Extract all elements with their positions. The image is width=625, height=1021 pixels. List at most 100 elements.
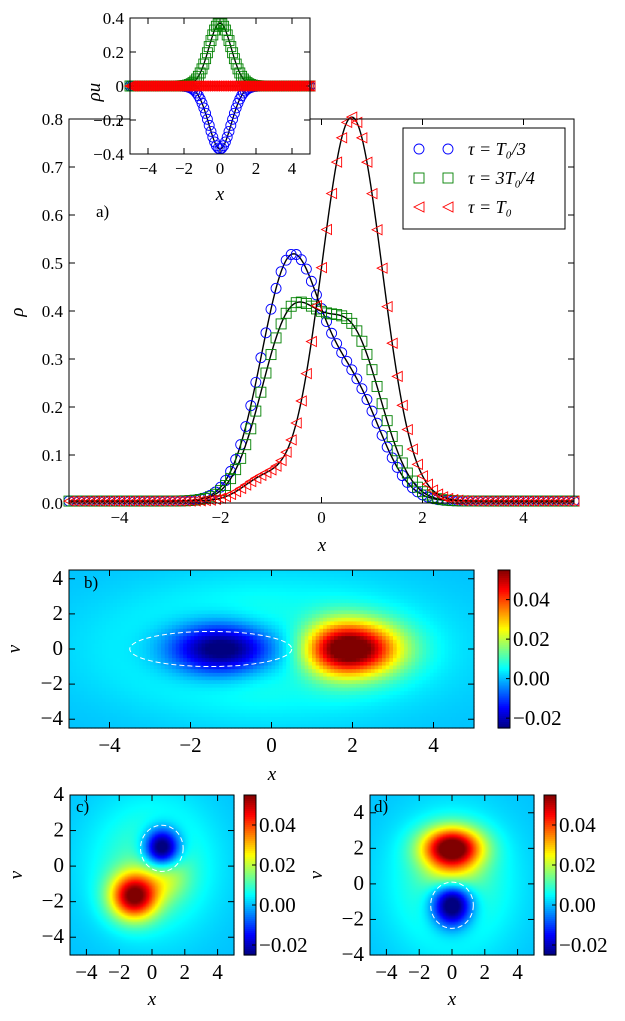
heat-cell	[124, 588, 129, 593]
heat-cell	[367, 610, 372, 615]
heat-cell	[352, 628, 357, 634]
heat-cell	[197, 628, 203, 634]
heat-cell	[462, 672, 468, 678]
heat-cell	[76, 599, 81, 604]
heat-cell	[150, 643, 155, 648]
heat-cell	[312, 683, 317, 689]
heat-cell	[102, 669, 107, 674]
data-point	[290, 417, 302, 429]
heat-cell	[168, 676, 173, 681]
heat-cell	[186, 705, 192, 711]
heat-cell	[444, 636, 449, 641]
heat-cell	[378, 603, 383, 608]
heat-cell	[234, 691, 239, 696]
heat-cell	[440, 625, 446, 630]
heat-cell	[352, 705, 357, 711]
heat-cell	[341, 709, 346, 714]
heat-cell	[359, 595, 365, 600]
heat-cell	[142, 581, 147, 586]
heat-cell	[116, 676, 122, 681]
heat-cell	[135, 639, 140, 645]
heat-cell	[466, 687, 471, 692]
heat-cell	[381, 577, 387, 582]
heat-cell	[278, 661, 284, 667]
heat-cell	[164, 643, 170, 648]
heat-cell	[109, 577, 114, 582]
data-point	[345, 111, 358, 123]
heat-cell	[400, 687, 405, 692]
heat-cell	[231, 610, 236, 615]
heat-cell	[186, 650, 192, 656]
heat-cell	[459, 702, 464, 707]
heat-cell	[113, 702, 118, 707]
heat-cell	[345, 661, 350, 667]
heat-cell	[304, 658, 309, 663]
heat-cell	[404, 654, 409, 659]
heat-cell	[334, 588, 339, 593]
heat-cell	[161, 621, 166, 626]
heat-cell	[422, 676, 427, 681]
heat-cell	[164, 658, 170, 663]
heat-cell	[172, 603, 177, 608]
heat-cell	[183, 665, 188, 670]
heat-cell	[212, 643, 217, 648]
heat-cell	[462, 702, 468, 707]
heat-cell	[249, 632, 254, 637]
heat-cell	[234, 639, 239, 645]
heat-cell	[348, 577, 354, 582]
heat-cell	[98, 676, 103, 681]
heat-cell	[459, 577, 464, 582]
heat-cell	[370, 654, 376, 659]
heat-cell	[275, 661, 280, 667]
heat-cell	[393, 661, 398, 667]
heat-cell	[83, 698, 89, 703]
heat-cell	[385, 709, 390, 714]
heat-cell	[378, 584, 383, 589]
heat-cell	[150, 680, 155, 685]
heat-cell	[470, 658, 475, 663]
heat-cell	[278, 639, 284, 645]
heat-cell	[234, 702, 239, 707]
heat-cell	[411, 702, 416, 707]
heat-cell	[319, 661, 324, 667]
heat-cell	[330, 683, 335, 689]
heat-cell	[157, 570, 162, 575]
heat-cell	[400, 573, 405, 578]
heat-cell	[267, 610, 273, 615]
heat-cell	[190, 588, 195, 593]
heat-cell	[308, 643, 313, 648]
heat-cell	[470, 570, 475, 575]
heat-cell	[245, 694, 251, 700]
heat-cell	[153, 588, 158, 593]
heat-cell	[238, 625, 243, 630]
heat-cell	[415, 694, 420, 700]
heat-cell	[337, 573, 343, 578]
heat-cell	[293, 691, 298, 696]
heat-cell	[448, 621, 453, 626]
heat-cell	[312, 698, 317, 703]
heat-cell	[260, 643, 265, 648]
heat-cell	[164, 683, 170, 689]
heat-cell	[297, 702, 302, 707]
heat-cell	[94, 647, 100, 652]
heat-cell	[80, 603, 85, 608]
heat-cell	[297, 625, 302, 630]
heat-cell	[157, 621, 162, 626]
heat-cell	[326, 592, 332, 597]
heat-cell	[190, 599, 195, 604]
heat-cell	[234, 694, 239, 700]
heat-cell	[127, 599, 133, 604]
heat-cell	[289, 687, 295, 692]
heat-cell	[116, 647, 122, 652]
heat-cell	[374, 617, 379, 623]
heat-cell	[127, 672, 133, 678]
heat-cell	[245, 581, 251, 586]
heat-cell	[124, 614, 129, 619]
heat-cell	[385, 625, 390, 630]
heat-cell	[359, 687, 365, 692]
heat-cell	[260, 639, 265, 645]
heat-cell	[197, 592, 203, 597]
heat-cell	[370, 639, 376, 645]
heat-cell	[444, 705, 449, 711]
